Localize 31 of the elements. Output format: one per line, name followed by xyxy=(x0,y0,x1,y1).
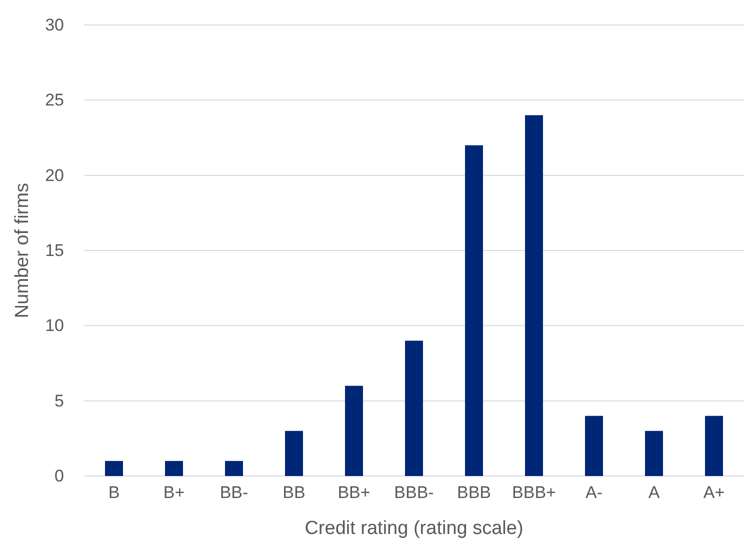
bar xyxy=(645,430,663,476)
x-tick-label: A xyxy=(648,483,660,502)
x-tick-label: BB+ xyxy=(338,483,370,502)
bar xyxy=(165,460,183,476)
x-tick-label: B xyxy=(108,483,120,502)
y-tick-label: 15 xyxy=(45,240,64,260)
y-tick-label: 0 xyxy=(54,466,64,486)
y-tick-label: 25 xyxy=(45,90,64,110)
x-tick-label: B+ xyxy=(163,483,185,502)
x-tick-label: BB xyxy=(282,483,306,502)
bar xyxy=(705,416,723,476)
x-tick-label: A+ xyxy=(703,483,725,502)
bar xyxy=(105,460,123,476)
y-tick-label: 30 xyxy=(45,15,64,34)
x-axis-title: Credit rating (rating scale) xyxy=(304,518,524,539)
y-tick-label: 20 xyxy=(45,166,64,185)
x-tick-label: BBB xyxy=(456,483,492,502)
y-tick-label: 10 xyxy=(45,316,64,336)
y-tick-label: 5 xyxy=(54,391,64,410)
y-axis-title: Number of firms xyxy=(12,182,33,318)
bar xyxy=(285,430,303,476)
bar xyxy=(405,340,423,476)
bar xyxy=(465,145,483,476)
bar xyxy=(225,460,243,476)
bar xyxy=(585,416,603,476)
bar xyxy=(525,115,543,476)
bar xyxy=(345,386,363,476)
x-tick-label: BBB+ xyxy=(512,483,556,502)
x-tick-label: A- xyxy=(586,483,602,502)
x-tick-label: BBB- xyxy=(394,483,434,502)
x-tick-label: BB- xyxy=(220,483,248,502)
